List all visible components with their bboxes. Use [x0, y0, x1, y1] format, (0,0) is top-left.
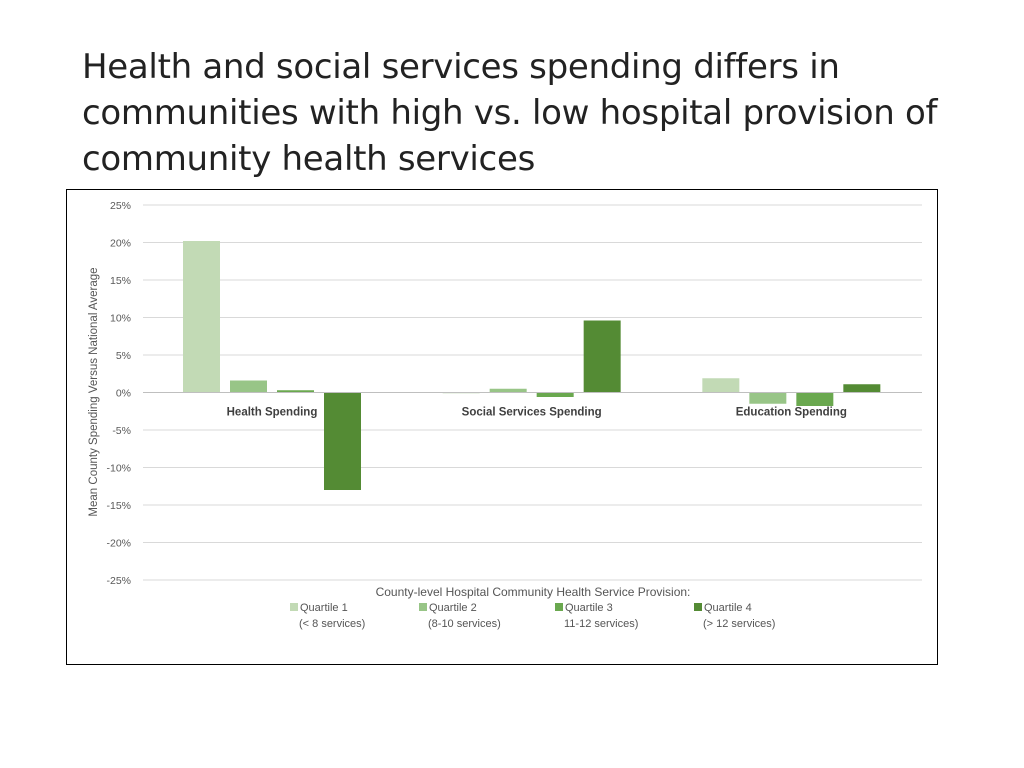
y-tick-label: 10% — [110, 313, 131, 325]
legend-sublabel: (> 12 services) — [703, 618, 775, 630]
bar-4-3 — [843, 384, 881, 393]
bar-3-2 — [536, 392, 574, 397]
bar-4-1 — [324, 392, 361, 490]
y-tick-label: -10% — [106, 463, 131, 475]
legend-sublabel: (< 8 services) — [299, 618, 365, 630]
legend-label: Quartile 1 — [300, 602, 348, 614]
legend-swatch — [555, 603, 563, 611]
y-axis-title: Mean County Spending Versus National Ave… — [88, 267, 100, 516]
bars — [183, 241, 881, 490]
y-tick-label: -20% — [106, 538, 131, 550]
legend-swatch — [419, 603, 427, 611]
category-label: Social Services Spending — [462, 407, 602, 419]
y-tick-label: 15% — [110, 275, 131, 287]
category-label: Health Spending — [227, 407, 318, 419]
gridlines — [143, 204, 922, 581]
bar-3-1 — [277, 390, 314, 393]
legend-swatch — [694, 603, 702, 611]
bar-1-3 — [702, 378, 740, 393]
y-tick-label: -5% — [112, 425, 131, 437]
legend-label: Quartile 3 — [565, 602, 613, 614]
category-labels: Health Spending Social Services Spending E… — [227, 407, 847, 419]
y-tick-label: 0% — [116, 388, 131, 400]
legend-label: Quartile 4 — [704, 602, 752, 614]
bar-2-1 — [230, 380, 267, 393]
slide-title: Health and social services spending diff… — [82, 47, 938, 179]
bar-1-1 — [183, 241, 220, 393]
y-tick-label: 20% — [110, 238, 131, 250]
y-tick-label: 25% — [110, 200, 131, 212]
legend-label: Quartile 2 — [429, 602, 477, 614]
legend-sublabel: (8-10 services) — [428, 618, 501, 630]
y-tick-label: -25% — [106, 575, 131, 587]
category-label: Education Spending — [736, 407, 847, 419]
y-tick-label: 5% — [116, 350, 131, 362]
legend-title: County-level Hospital Community Health S… — [376, 585, 691, 599]
legend-sublabel: 11-12 services) — [564, 618, 638, 630]
bar-4-2 — [583, 320, 621, 393]
bar-2-2 — [489, 388, 527, 393]
y-tick-label: -15% — [106, 500, 131, 512]
legend: County-level Hospital Community Health S… — [290, 585, 775, 630]
y-axis-ticks: 25% 20% 15% 10% 5% 0% -5% -10% -15% -20% -25% — [106, 200, 131, 587]
bar-2-3 — [749, 392, 787, 404]
legend-swatch — [290, 603, 298, 611]
bar-3-3 — [796, 392, 834, 406]
